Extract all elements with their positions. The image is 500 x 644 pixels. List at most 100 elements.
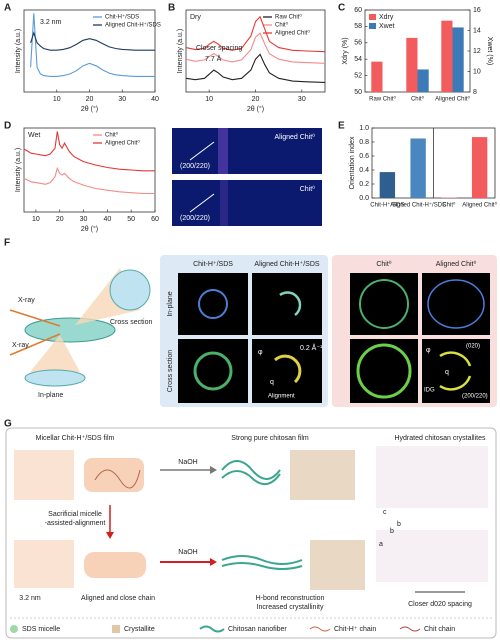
x-tick-label: Aligned Chit⁰ xyxy=(435,96,470,103)
legend-label: Crystallite xyxy=(124,626,155,633)
y-tick-label: 60 xyxy=(354,7,362,14)
result-label: Closer d020 spacing xyxy=(408,601,472,608)
pattern xyxy=(252,273,322,335)
x-axis-label: 2θ (°) xyxy=(81,105,98,113)
column-label: Chit-H⁺/SDS xyxy=(193,261,233,268)
pattern-grid xyxy=(178,273,490,403)
fiber-bundle xyxy=(84,552,146,578)
in-plane-label: In-plane xyxy=(38,392,63,399)
peak-label: (200/220) xyxy=(462,394,488,400)
legend-label: Chit⁰ xyxy=(105,132,119,139)
crystal-lattice xyxy=(376,530,488,582)
reagent: NaOH xyxy=(178,549,197,556)
phi-label: φ xyxy=(426,347,431,354)
scale-label: 0.2 Å⁻¹ xyxy=(300,343,323,352)
condition-tag: Dry xyxy=(190,14,201,21)
panel-label: C xyxy=(338,3,345,14)
ring xyxy=(198,289,228,319)
series-line xyxy=(23,131,155,172)
series-line xyxy=(185,32,326,64)
legend-label: Xdry xyxy=(379,14,394,21)
x-tick-label: Chit-H⁺/SDS xyxy=(370,202,404,209)
legend-label: Raw Chit⁰ xyxy=(275,14,302,21)
x-tick-label: 50 xyxy=(127,216,135,223)
y-tick-label: 52 xyxy=(354,72,362,79)
chain xyxy=(94,469,141,489)
bar xyxy=(371,61,383,92)
y-axis-label: Intensity (a.u.) xyxy=(15,148,22,192)
crystallite-block xyxy=(290,450,355,500)
y-axis-label: Orientation index xyxy=(349,136,356,189)
legend-label: Chit-H⁺ chain xyxy=(334,626,376,633)
arrow-head xyxy=(106,532,114,539)
y-axis-label: Intensity (a.u.) xyxy=(177,29,184,73)
legend-icon xyxy=(399,626,421,632)
y-tick-label: 12 xyxy=(473,48,481,55)
film xyxy=(14,450,74,500)
legend-label: Xwet xyxy=(379,23,395,30)
y-tick-label: 0.0 xyxy=(359,195,369,202)
image-peak: (200/220) xyxy=(180,163,210,170)
arrow xyxy=(189,193,215,213)
y-tick-label: 0.6 xyxy=(359,153,369,160)
image-label: Aligned Chit⁰ xyxy=(274,133,315,141)
result-label: H-bond reconstruction xyxy=(256,595,325,602)
crystal-lattice xyxy=(376,446,488,508)
y-tick-label: 0.4 xyxy=(359,167,369,174)
x-tick-label: 40 xyxy=(151,96,159,103)
y-tick-label: 10 xyxy=(473,68,481,75)
header: Micellar Chit-H⁺/SDS film xyxy=(36,435,115,442)
row-label: Cross section xyxy=(167,350,174,393)
x-tick-label: Aligned Chit-H⁺/SDS xyxy=(390,202,446,209)
pattern xyxy=(252,339,322,403)
alignment-label: Alignment xyxy=(268,394,295,400)
beam-cone xyxy=(30,335,80,372)
x-tick-label: 10 xyxy=(32,216,40,223)
nanofiber xyxy=(221,555,303,570)
arrow-head xyxy=(210,558,217,566)
panel-label: F xyxy=(4,238,10,249)
x-tick-label: Aligned Chit⁰ xyxy=(462,202,497,209)
arc xyxy=(279,291,302,316)
y-tick-label: 50 xyxy=(354,89,362,96)
legend-swatch xyxy=(369,23,376,29)
series-line xyxy=(185,53,326,83)
legend-label: Aligned Chit⁰ xyxy=(275,30,310,37)
bar xyxy=(417,69,429,92)
ring xyxy=(359,279,409,329)
bar xyxy=(471,137,488,198)
xray-label: X-ray xyxy=(18,297,35,304)
detector xyxy=(109,269,151,311)
legend-icon xyxy=(112,625,120,633)
axis-label: b xyxy=(397,521,401,528)
bar xyxy=(406,37,418,92)
pattern xyxy=(178,339,248,403)
arrow-head xyxy=(210,466,217,474)
reagent: NaOH xyxy=(178,459,197,466)
x-axis-label: 2θ (°) xyxy=(81,225,98,233)
peak-label: (020) xyxy=(466,344,480,350)
bar xyxy=(410,138,426,198)
header: Strong pure chitosan film xyxy=(231,435,309,442)
film xyxy=(14,540,74,588)
y-tick-label: 54 xyxy=(354,56,362,63)
x-tick-label: 60 xyxy=(151,216,159,223)
y-tick-label: 0.8 xyxy=(359,139,369,146)
legend-icon xyxy=(199,625,225,633)
x-tick-label: 30 xyxy=(80,216,88,223)
pattern xyxy=(178,273,248,335)
arc xyxy=(439,351,472,391)
process-label: Sacrificial micelle xyxy=(48,511,102,518)
pattern xyxy=(422,273,490,335)
bar xyxy=(441,20,453,92)
x-tick-label: Raw Chit⁰ xyxy=(369,96,396,103)
xray-beam xyxy=(9,309,61,327)
header: Hydrated chitosan crystallites xyxy=(394,435,486,442)
diffraction-band xyxy=(218,128,228,174)
column-label: Chit⁰ xyxy=(376,260,391,268)
x-tick-label: 20 xyxy=(86,96,94,103)
xrd-image xyxy=(172,180,322,226)
series-line xyxy=(30,13,155,77)
legend-icon xyxy=(10,625,18,633)
bar xyxy=(379,172,396,198)
